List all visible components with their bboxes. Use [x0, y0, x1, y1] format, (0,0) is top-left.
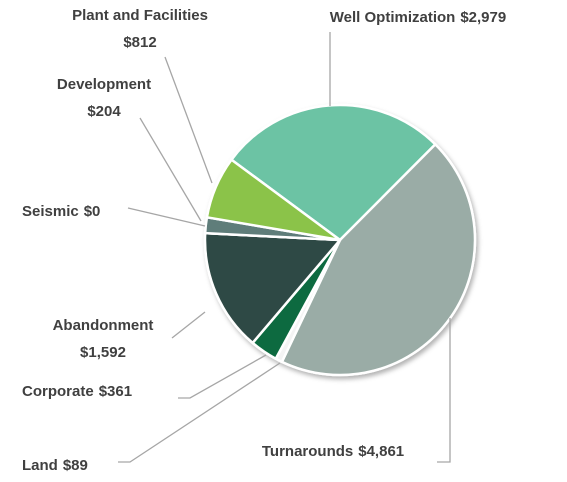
- category-label: Development: [57, 76, 151, 93]
- leader-line: [164, 56, 213, 184]
- value-label: $2,979: [460, 9, 506, 26]
- value-label: $0: [84, 203, 101, 220]
- category-label: Well Optimization: [330, 9, 456, 26]
- pie-slice: [203, 231, 342, 345]
- slice-label: Land $89: [22, 457, 88, 474]
- value-label: $89: [63, 457, 88, 474]
- category-label: Corporate: [22, 383, 94, 400]
- leader-line: [437, 318, 451, 463]
- value-label: $4,861: [358, 443, 404, 460]
- category-label: Seismic: [22, 203, 79, 220]
- category-label: Land: [22, 457, 58, 474]
- leader-line: [118, 362, 281, 463]
- slice-label: Well Optimization $2,979: [330, 9, 506, 26]
- value-label: $204: [87, 103, 121, 120]
- slice-label: Plant and Facilities $812: [72, 7, 208, 51]
- slice-label: Abandonment $1,592: [53, 317, 154, 361]
- leader-line: [178, 354, 267, 399]
- leader-line: [127, 207, 206, 227]
- labels: Well Optimization $2,979 Turnarounds $4,861…: [22, 7, 506, 474]
- pie-slice: [205, 158, 342, 242]
- pie: [203, 103, 477, 377]
- category-label: Abandonment: [53, 317, 154, 334]
- value-label: $812: [123, 34, 156, 51]
- value-label: $1,592: [80, 344, 126, 361]
- value-label: $361: [99, 383, 132, 400]
- category-label: Turnarounds: [262, 443, 353, 460]
- category-label: Plant and Facilities: [72, 7, 208, 24]
- slice-label: Development $204: [57, 76, 151, 120]
- leader-line: [139, 117, 202, 222]
- slice-label: Turnarounds $4,861: [262, 443, 404, 460]
- leader-line: [171, 311, 206, 339]
- pie-slice: [280, 143, 477, 377]
- slice-label: Corporate $361: [22, 383, 132, 400]
- slice-label: Seismic $0: [22, 203, 100, 220]
